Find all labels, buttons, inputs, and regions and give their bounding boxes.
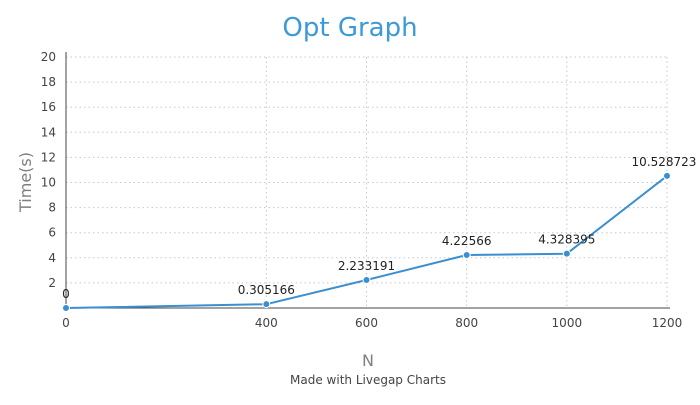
series-line-0 bbox=[65, 175, 668, 309]
axes bbox=[65, 52, 670, 309]
x-tick-label-1: 400 bbox=[255, 316, 278, 330]
y-tick-label-8: 18 bbox=[41, 75, 56, 89]
y-tick-labels: 2 4 6 8 10 12 14 16 18 20 bbox=[41, 50, 56, 290]
y-axis-title: Time(s) bbox=[16, 152, 35, 213]
x-tick-label-4: 1000 bbox=[552, 316, 583, 330]
data-label-5: 10.528723 bbox=[632, 155, 697, 169]
y-tick-label-5: 12 bbox=[41, 150, 56, 164]
y-tick-label-1: 4 bbox=[48, 251, 56, 265]
data-point-3 bbox=[462, 250, 471, 259]
y-tick-label-2: 6 bbox=[48, 226, 56, 240]
data-label-3: 4.22566 bbox=[442, 234, 492, 248]
data-point-0 bbox=[62, 304, 70, 312]
y-tick-label-7: 16 bbox=[41, 100, 56, 114]
data-point-5 bbox=[663, 171, 671, 180]
data-point-1 bbox=[262, 300, 271, 309]
y-tick-label-6: 14 bbox=[41, 125, 56, 139]
chart-title: Opt Graph bbox=[282, 13, 417, 43]
data-labels: 0 0.305166 2.233191 4.22566 4.328395 10.52872… bbox=[62, 155, 696, 301]
y-tick-label-4: 10 bbox=[41, 176, 56, 190]
data-label-1: 0.305166 bbox=[238, 283, 295, 297]
y-tick-label-3: 8 bbox=[48, 201, 56, 215]
x-tick-label-0: 0 bbox=[62, 316, 70, 330]
data-point-2 bbox=[362, 275, 371, 284]
data-label-2: 2.233191 bbox=[338, 259, 395, 273]
footer-credit: Made with Livegap Charts bbox=[290, 373, 446, 387]
x-tick-labels: 0 400 600 800 1000 1200 bbox=[62, 316, 682, 330]
data-point-4 bbox=[562, 249, 571, 258]
series bbox=[62, 171, 671, 312]
grid bbox=[66, 56, 668, 308]
y-tick-label-0: 2 bbox=[48, 276, 56, 290]
x-tick-label-5: 1200 bbox=[652, 316, 683, 330]
x-axis-title: N bbox=[362, 351, 374, 370]
x-tick-label-3: 800 bbox=[455, 316, 478, 330]
data-label-0: 0 bbox=[62, 287, 70, 301]
x-tick-label-2: 600 bbox=[355, 316, 378, 330]
y-tick-label-9: 20 bbox=[41, 50, 56, 64]
data-label-4: 4.328395 bbox=[538, 233, 595, 247]
